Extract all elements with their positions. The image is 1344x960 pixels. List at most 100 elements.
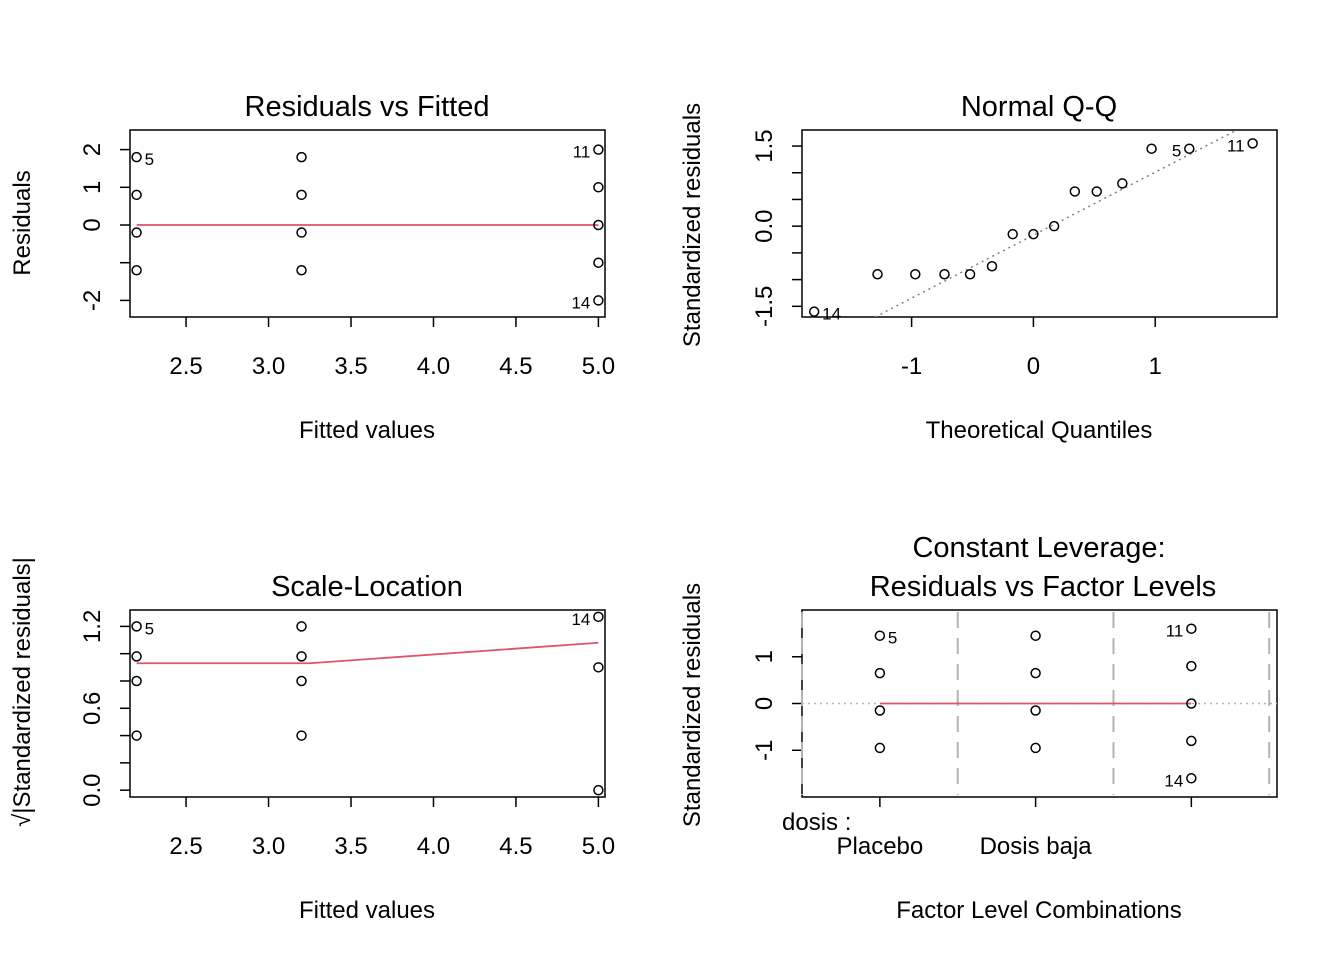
y-tick-label: 1 bbox=[79, 181, 106, 194]
data-point bbox=[593, 295, 604, 306]
y-axis-label: Residuals bbox=[9, 170, 36, 275]
point-label: 11 bbox=[573, 143, 591, 162]
x-tick-label: Dosis baja bbox=[980, 833, 1093, 860]
data-point bbox=[296, 675, 307, 687]
panel-title: Residuals vs Fitted bbox=[245, 91, 490, 123]
data-point bbox=[1048, 220, 1060, 232]
y-tick-label: 1.5 bbox=[751, 129, 778, 162]
data-point bbox=[1186, 623, 1197, 634]
data-point bbox=[131, 151, 142, 163]
data-point bbox=[1030, 742, 1041, 754]
data-point bbox=[296, 621, 307, 632]
x-tick-label: 3.5 bbox=[334, 833, 367, 860]
residuals-vs-factor-levels-panel: Constant Leverage: Residuals vs Factor L… bbox=[679, 532, 1278, 924]
x-tick-label: 2.5 bbox=[169, 353, 202, 380]
x-tick-label: 5.0 bbox=[582, 833, 615, 860]
x-tick-label: 3.0 bbox=[252, 353, 285, 380]
data-point bbox=[1091, 186, 1102, 197]
data-point bbox=[296, 730, 307, 741]
scale-location-panel: Scale-Location Fitted values √|Standardi… bbox=[9, 557, 615, 924]
data-point bbox=[131, 730, 142, 741]
data-point bbox=[593, 257, 604, 268]
x-tick-label: 4.5 bbox=[499, 833, 532, 860]
plot-frame bbox=[129, 129, 606, 318]
point-label: 14 bbox=[571, 293, 590, 312]
panel-subtitle: Residuals vs Factor Levels bbox=[870, 571, 1217, 603]
x-axis-label: Factor Level Combinations bbox=[896, 897, 1181, 924]
point-label: 5 bbox=[1172, 142, 1181, 161]
point-label: 5 bbox=[145, 150, 154, 169]
y-tick-label: -1.5 bbox=[751, 286, 778, 327]
data-point bbox=[593, 219, 604, 231]
data-point bbox=[131, 189, 142, 201]
data-point bbox=[131, 621, 142, 632]
y-tick-label: -2 bbox=[79, 290, 106, 311]
point-label: 14 bbox=[571, 610, 590, 629]
x-tick-label: 3.0 bbox=[252, 833, 285, 860]
y-axis-label: Standardized residuals bbox=[679, 103, 706, 347]
x-tick-label: 1 bbox=[1149, 353, 1162, 380]
y-tick-label: 2 bbox=[79, 143, 106, 156]
data-point bbox=[296, 651, 307, 662]
data-point bbox=[296, 189, 307, 201]
panel-title: Constant Leverage: bbox=[912, 532, 1165, 564]
data-point bbox=[808, 306, 820, 317]
x-tick-label: 4.0 bbox=[417, 353, 450, 380]
point-label: 14 bbox=[1164, 771, 1183, 790]
data-point bbox=[1247, 138, 1258, 149]
x-tick-label: 0 bbox=[1027, 353, 1040, 380]
residuals-vs-fitted-panel: Residuals vs Fitted Fitted values Residu… bbox=[9, 91, 615, 444]
data-point bbox=[131, 675, 142, 687]
data-point bbox=[1117, 178, 1128, 189]
data-point bbox=[1186, 660, 1197, 672]
data-point bbox=[131, 651, 142, 662]
y-tick-label: 0.0 bbox=[79, 773, 106, 806]
smooth-line bbox=[136, 641, 599, 665]
data-point bbox=[1186, 773, 1197, 784]
x-axis-label: Fitted values bbox=[299, 897, 435, 924]
plot-marks: -1 0 1 -1.5 0.0 1.5 14 5 11 bbox=[751, 129, 1278, 380]
data-point bbox=[296, 151, 307, 163]
point-label: 5 bbox=[888, 629, 897, 648]
x-tick-label: 4.0 bbox=[417, 833, 450, 860]
point-label: 11 bbox=[1227, 136, 1245, 155]
y-tick-label: 1 bbox=[751, 650, 778, 663]
x-tick-label: 5.0 bbox=[582, 353, 615, 380]
y-tick-label: 1.2 bbox=[79, 610, 106, 643]
data-point bbox=[593, 611, 604, 623]
factor-name-label: dosis : bbox=[782, 809, 851, 836]
data-point bbox=[874, 667, 886, 679]
plot-marks: 2.5 3.0 3.5 4.0 4.5 5.0 0.0 0.6 1.2 5 14 bbox=[79, 609, 615, 860]
point-label: 11 bbox=[1166, 622, 1184, 641]
x-tick-label: 4.5 bbox=[499, 353, 532, 380]
point-label: 5 bbox=[145, 619, 154, 638]
data-point bbox=[1184, 143, 1195, 154]
x-tick-label: 3.5 bbox=[334, 353, 367, 380]
data-point bbox=[296, 227, 307, 238]
data-point bbox=[910, 269, 921, 280]
data-point bbox=[1030, 705, 1041, 716]
x-tick-label: 2.5 bbox=[169, 833, 202, 860]
data-point bbox=[872, 269, 883, 280]
x-axis-label: Fitted values bbox=[299, 417, 435, 444]
data-point bbox=[1007, 228, 1018, 240]
data-point bbox=[874, 705, 886, 716]
data-point bbox=[1146, 143, 1157, 154]
data-point bbox=[296, 265, 307, 276]
x-axis-label: Theoretical Quantiles bbox=[926, 417, 1153, 444]
point-label: 14 bbox=[822, 305, 841, 324]
data-point bbox=[939, 269, 950, 280]
data-point bbox=[1186, 735, 1197, 747]
data-point bbox=[593, 144, 604, 155]
x-tick-label: -1 bbox=[901, 353, 922, 380]
y-axis-label: √|Standardized residuals| bbox=[9, 557, 36, 827]
panel-title: Scale-Location bbox=[271, 571, 463, 603]
data-point bbox=[593, 784, 604, 796]
data-point bbox=[1030, 630, 1041, 641]
plot-frame bbox=[801, 129, 1278, 318]
y-tick-label: 0 bbox=[751, 697, 778, 710]
data-point bbox=[131, 265, 142, 276]
y-tick-label: 0.0 bbox=[751, 209, 778, 242]
y-tick-label: 0.6 bbox=[79, 692, 106, 725]
